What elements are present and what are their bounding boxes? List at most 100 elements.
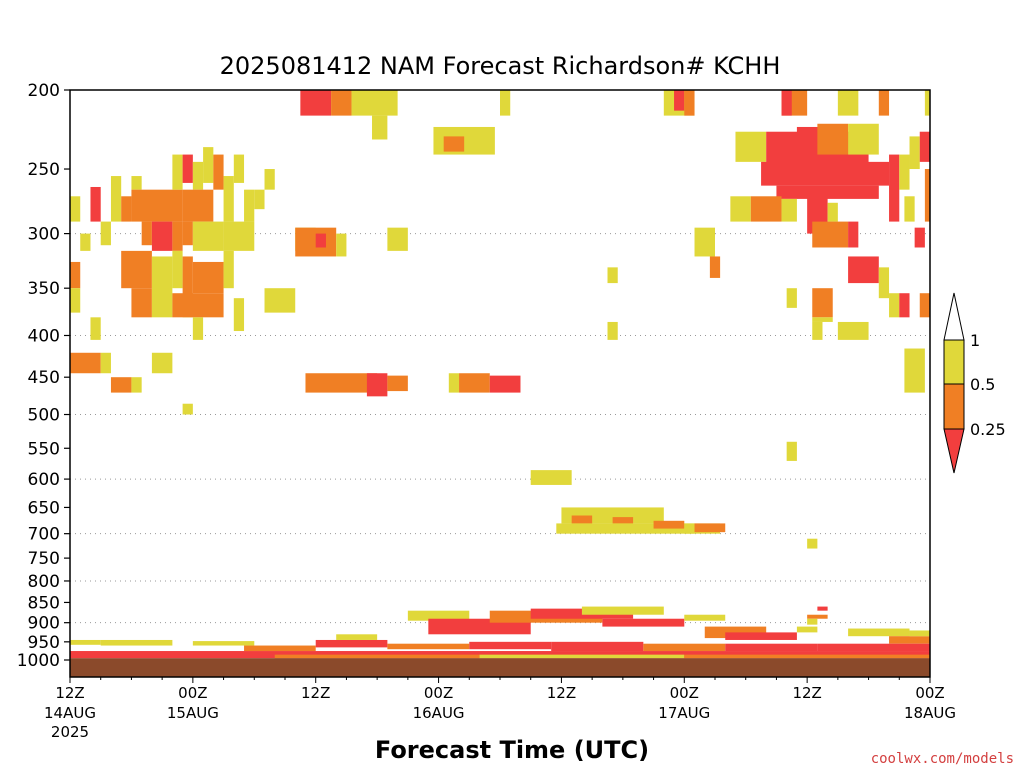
y-tick-label: 250	[28, 160, 60, 180]
x-tick-label: 12Z	[792, 684, 821, 702]
x-tick-label: 00Z	[424, 684, 453, 702]
heat-cell	[735, 131, 767, 162]
heat-cell	[848, 256, 879, 284]
heat-cell	[244, 189, 255, 222]
heat-cell	[827, 202, 838, 222]
heat-cell	[848, 123, 879, 155]
heat-cell	[914, 227, 925, 248]
heat-cell	[684, 90, 695, 116]
heat-cell	[131, 288, 152, 318]
heat-cell	[704, 626, 767, 639]
heat-cell	[909, 136, 920, 170]
heat-cell	[372, 115, 388, 140]
heat-cell	[70, 196, 81, 222]
heat-cell	[725, 632, 797, 640]
x-tick-label: 00Z	[670, 684, 699, 702]
heat-cell	[141, 221, 152, 246]
heat-cell	[192, 261, 224, 294]
heat-cell	[182, 154, 193, 183]
heat-cell	[182, 403, 193, 415]
y-tick-label: 500	[28, 406, 60, 426]
heat-cell	[786, 441, 797, 461]
heat-cell	[70, 352, 101, 374]
heat-cell	[571, 515, 593, 524]
heat-cell	[305, 373, 378, 393]
heat-cell	[182, 221, 193, 246]
y-tick-label: 800	[28, 572, 60, 592]
heat-cell	[70, 288, 81, 313]
y-tick-label: 600	[28, 470, 60, 490]
x-tick-label: 12Z	[301, 684, 330, 702]
heat-cell	[581, 606, 664, 615]
heat-cell	[730, 196, 751, 222]
heat-cell	[110, 176, 122, 222]
heat-cell	[213, 154, 224, 190]
x-tick-date: 15AUG	[167, 704, 219, 722]
y-tick-label: 300	[28, 225, 60, 245]
heat-cell	[80, 233, 91, 251]
heat-cell	[807, 614, 828, 619]
heat-cell	[387, 643, 470, 650]
x-tick-date: 16AUG	[413, 704, 465, 722]
heat-cell	[274, 654, 480, 659]
heat-cell	[837, 90, 859, 116]
heat-cell	[182, 256, 193, 299]
heat-cell	[459, 373, 490, 393]
heat-cell	[351, 90, 398, 116]
x-tick-label: 00Z	[178, 684, 207, 702]
heat-cell	[643, 643, 726, 652]
heat-cell	[443, 136, 465, 152]
heat-cell	[919, 293, 930, 318]
heat-cell	[192, 221, 224, 251]
heat-cell	[848, 628, 910, 637]
ground-layer	[70, 658, 930, 677]
heat-cell	[90, 186, 101, 222]
y-tick-label: 1000	[17, 651, 60, 671]
heat-cell	[336, 233, 347, 257]
heat-cell	[889, 293, 900, 318]
x-tick-date: 14AUG	[44, 704, 96, 722]
heat-cell	[387, 375, 408, 392]
heat-cell	[151, 221, 173, 251]
heat-cell	[131, 189, 183, 222]
heat-cell	[878, 267, 890, 299]
heat-cell	[837, 321, 869, 340]
heat-cell	[919, 131, 930, 162]
y-tick-label: 700	[28, 525, 60, 545]
heat-cell	[100, 639, 173, 646]
heat-cell	[899, 154, 910, 190]
heat-cell	[203, 147, 214, 183]
heat-cell	[448, 373, 460, 393]
heat-cell	[776, 185, 879, 199]
x-tick-label: 12Z	[55, 684, 84, 702]
heat-cell	[192, 161, 204, 190]
heat-cell	[233, 298, 245, 332]
heat-cell	[889, 636, 930, 644]
heat-cell	[904, 196, 915, 222]
heat-cell	[223, 176, 234, 222]
heat-cell	[709, 256, 721, 278]
y-tick-label: 450	[28, 368, 60, 388]
heat-cell	[781, 198, 797, 222]
heat-cell	[244, 645, 316, 652]
colorbar-top-arrow	[943, 292, 965, 341]
heat-cell	[602, 618, 685, 627]
x-axis-label: Forecast Time (UTC)	[375, 736, 649, 764]
y-tick-label: 400	[28, 326, 60, 346]
y-tick-label: 200	[28, 81, 60, 101]
heat-cell	[407, 610, 470, 621]
heat-cell	[110, 377, 132, 393]
heat-cell	[172, 293, 224, 318]
heat-cell	[817, 643, 930, 652]
heat-cell	[817, 606, 828, 611]
heat-cell	[315, 233, 326, 248]
heat-cell	[674, 90, 685, 111]
heat-cell	[331, 90, 352, 116]
y-axis-ticks: 200 250 300 350 400 450 500 550 600 650 700 750 8008…	[17, 81, 70, 671]
heat-cell	[848, 221, 859, 248]
heat-cell	[812, 288, 833, 318]
heat-cell	[924, 169, 930, 222]
heat-cell	[899, 293, 910, 318]
x-tick-label: 12Z	[547, 684, 576, 702]
